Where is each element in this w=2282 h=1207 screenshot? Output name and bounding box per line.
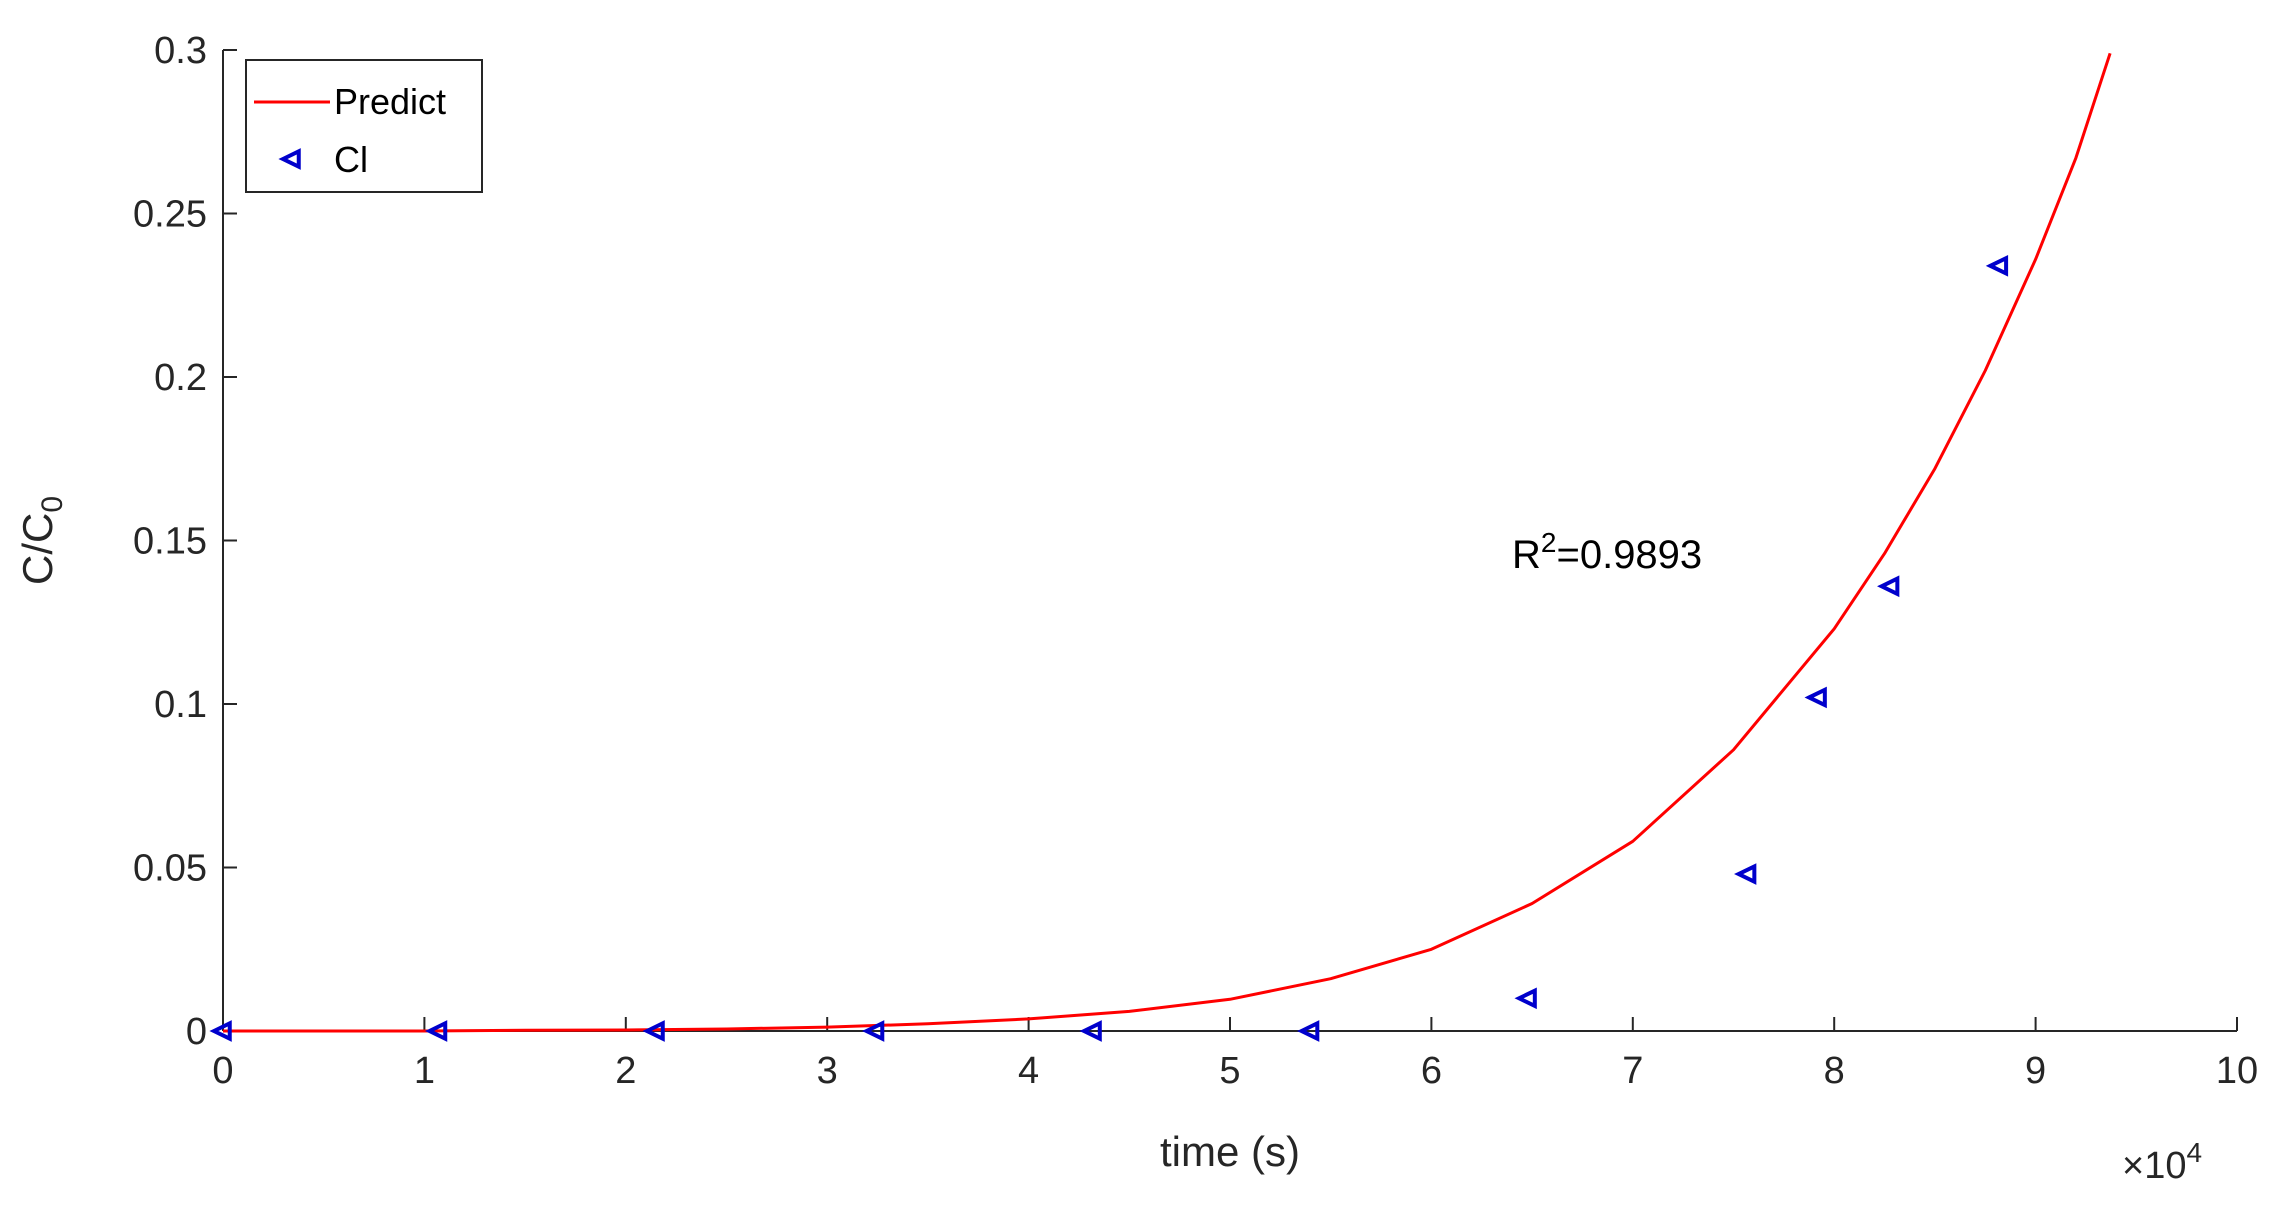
r-squared-annotation: R2=0.9893 [1512, 527, 1702, 577]
legend-marker-swatch [278, 148, 301, 170]
y-axis-label: C/C0 [14, 496, 69, 585]
x-tick-label: 8 [1824, 1050, 1845, 1092]
legend-box [245, 59, 483, 193]
y-axis-ticks: 0 0.05 0.1 0.15 0.2 0.25 0.3 [133, 30, 237, 1053]
x-axis-exponent: ×104 [2122, 1137, 2202, 1187]
data-point-cl [1296, 1020, 1320, 1042]
y-tick-label: 0.3 [154, 30, 207, 72]
data-point-cl [861, 1020, 885, 1042]
x-tick-label: 0 [212, 1050, 233, 1092]
x-tick-label: 4 [1018, 1050, 1039, 1092]
axes-box [222, 50, 2237, 1032]
y-tick-label: 0 [186, 1011, 207, 1053]
y-tick-label: 0.15 [133, 521, 207, 563]
data-point-cl [1804, 686, 1827, 709]
x-tick-label: 2 [615, 1050, 636, 1092]
x-tick-label: 3 [817, 1050, 838, 1092]
data-point-cl [1514, 987, 1537, 1010]
legend-label-predict: Predict [334, 81, 446, 122]
x-tick-label: 7 [1622, 1050, 1643, 1092]
r-squared-annotation-main: R [1512, 533, 1541, 577]
r-squared-annotation-value: =0.9893 [1556, 533, 1702, 577]
data-point-cl [642, 1020, 665, 1042]
series-line-predict [223, 52, 2112, 1033]
y-tick-label: 0.05 [133, 848, 207, 890]
y-axis-label-main: C/C [14, 513, 61, 585]
series-layer [209, 52, 2112, 1042]
legend-label-cl: Cl [334, 139, 368, 180]
x-axis-ticks: 0 1 2 3 4 5 6 7 8 9 10 [212, 1017, 2258, 1092]
y-tick-label: 0.1 [154, 684, 207, 726]
x-tick-label: 10 [2216, 1050, 2258, 1092]
data-point-cl [424, 1020, 448, 1042]
x-axis-exponent-base: ×10 [2122, 1145, 2186, 1187]
data-point-cl [1079, 1020, 1102, 1042]
data-point-cl [1985, 254, 2009, 277]
data-point-cl [1734, 863, 1757, 885]
y-axis-label-subscript: 0 [36, 496, 69, 513]
data-point-cl [209, 1020, 232, 1042]
x-tick-label: 5 [1219, 1050, 1240, 1092]
x-axis-exponent-power: 4 [2186, 1137, 2202, 1168]
r-squared-annotation-sup: 2 [1541, 527, 1557, 558]
x-axis-label: time (s) [1160, 1128, 1300, 1175]
svg-text:C/C0: C/C0 [14, 496, 69, 585]
x-tick-label: 1 [414, 1050, 435, 1092]
y-tick-label: 0.2 [154, 357, 207, 399]
legend: Predict Cl [245, 59, 483, 193]
x-tick-label: 9 [2025, 1050, 2046, 1092]
y-tick-label: 0.25 [133, 194, 207, 236]
x-tick-label: 6 [1421, 1050, 1442, 1092]
data-point-cl [1877, 575, 1900, 598]
